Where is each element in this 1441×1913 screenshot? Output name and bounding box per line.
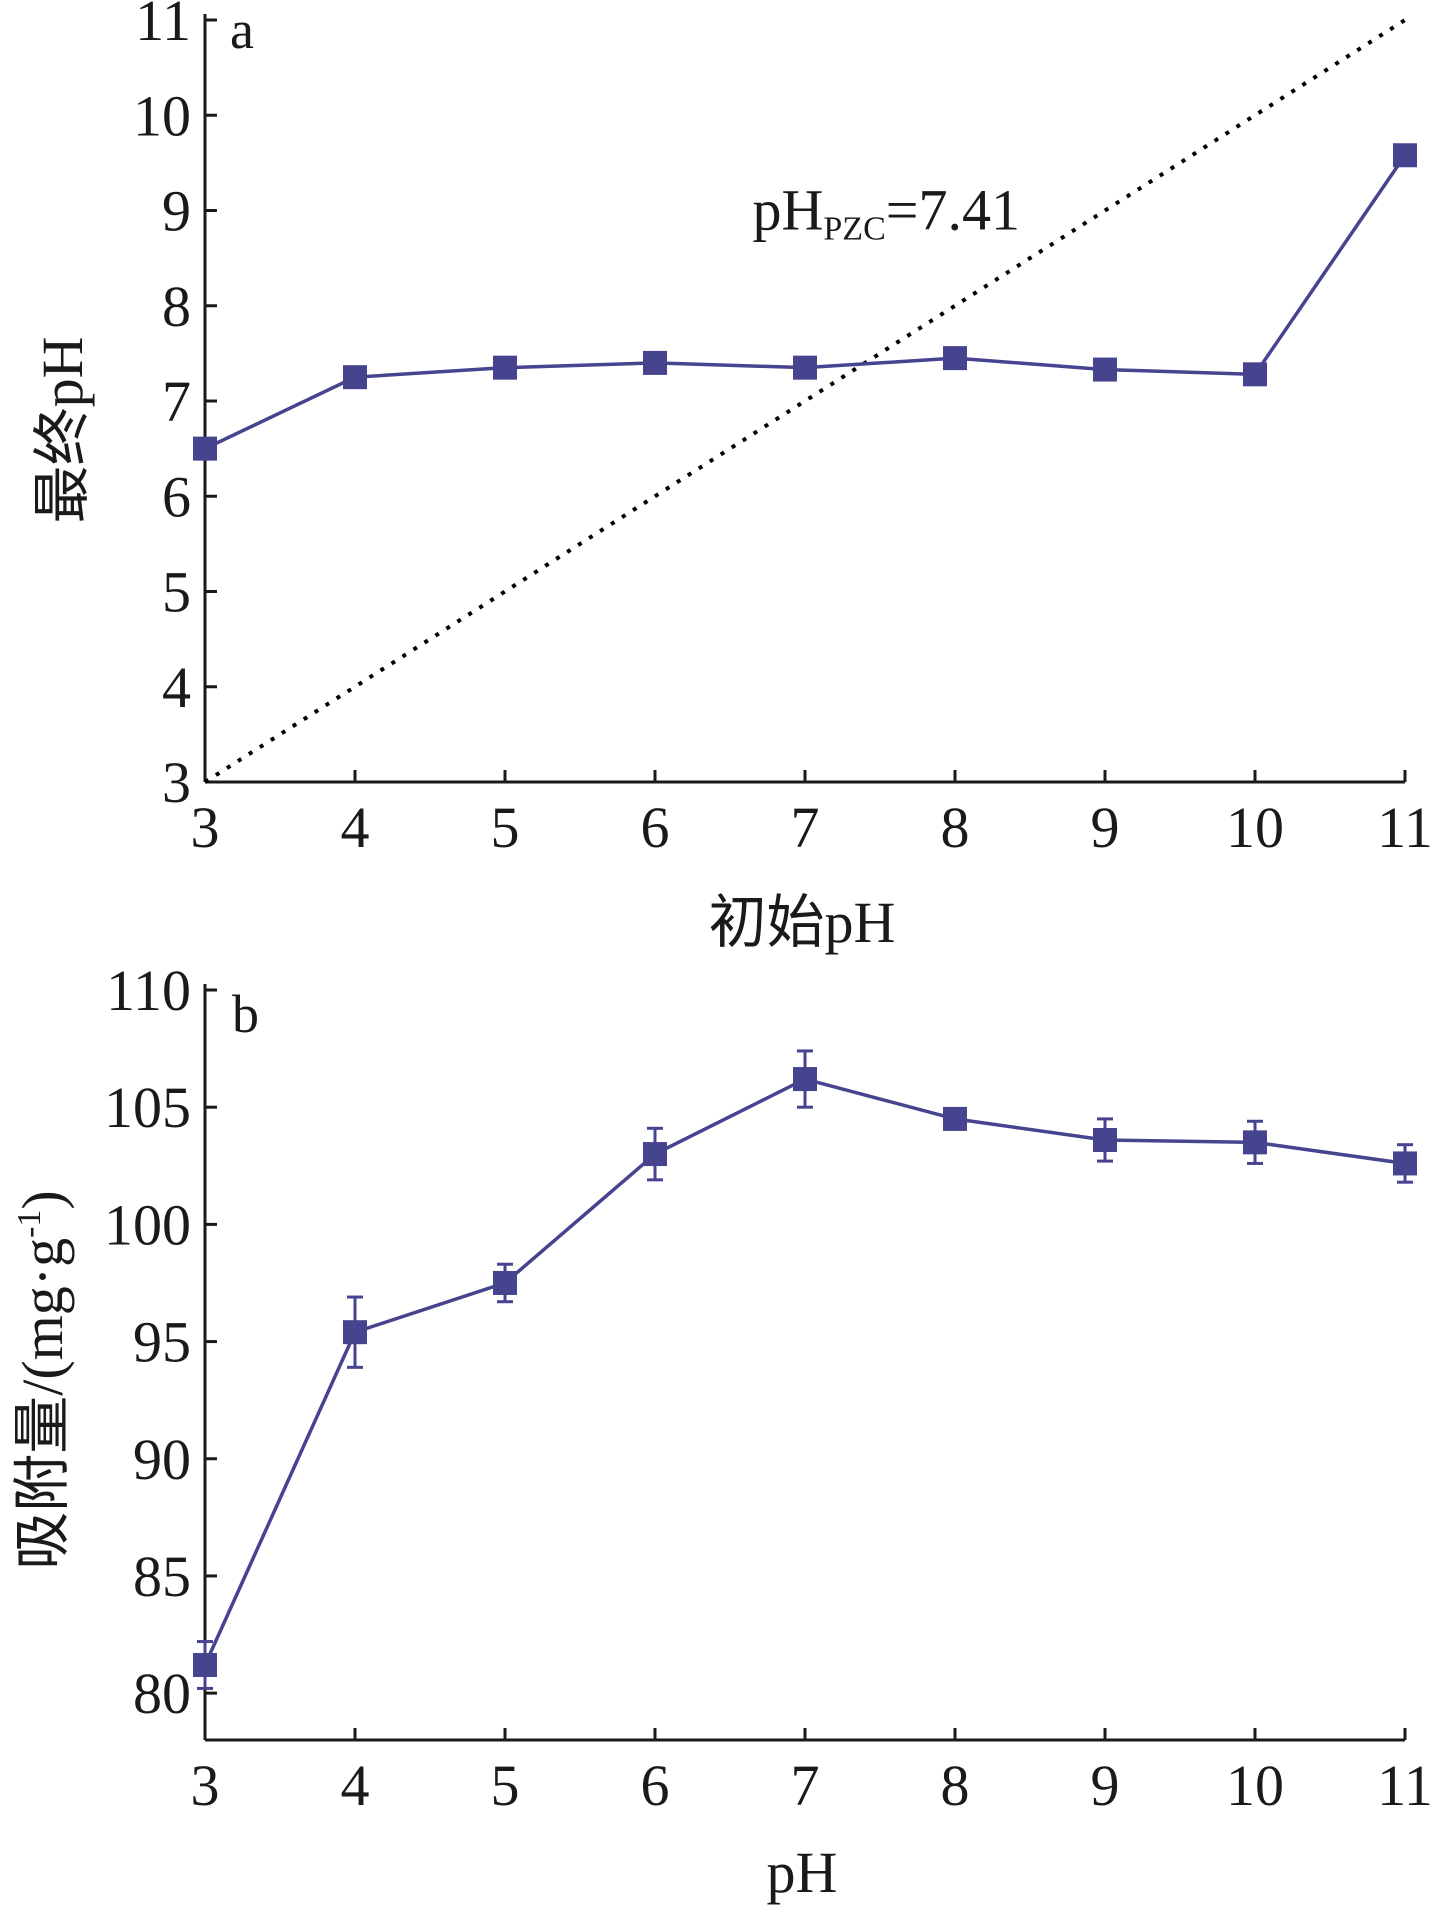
x-tick-label: 9 <box>1091 795 1120 860</box>
panel-b-chart: 3 4 5 6 7 8 9 10 11 80 85 90 95 100 105 110 b pH 吸附量/(m… <box>10 958 1433 1905</box>
panel-a-x-axis-title: 初始pH <box>709 890 896 955</box>
panel-a-label: a <box>230 0 254 60</box>
data-point <box>1243 1130 1267 1155</box>
y-tick-label: 105 <box>104 1075 191 1140</box>
data-point <box>1243 362 1267 387</box>
panel-b-x-axis-title: pH <box>767 1840 838 1905</box>
y-tick-label: 85 <box>133 1544 191 1609</box>
x-tick-label: 8 <box>941 795 970 860</box>
pzc-annotation: pHPZC=7.41 <box>753 178 1020 248</box>
x-tick-label: 7 <box>791 1753 820 1818</box>
panel-a-marks: 3 4 5 6 7 8 9 10 11 3 4 5 6 7 8 9 10 11 <box>133 0 1433 860</box>
y-tick-label: 4 <box>162 655 191 720</box>
data-point <box>193 1653 217 1677</box>
y-tick-label: 90 <box>133 1427 191 1492</box>
y-tick-label: 8 <box>162 274 191 339</box>
x-tick-label: 6 <box>641 795 670 860</box>
data-point <box>1393 143 1417 168</box>
data-point <box>643 1142 667 1167</box>
data-point <box>493 1270 517 1295</box>
x-tick-label: 8 <box>941 1753 970 1818</box>
data-point <box>343 1320 367 1345</box>
y-tick-label: 3 <box>162 750 191 815</box>
panel-b-y-axis-title-tail: ) <box>10 1190 75 1209</box>
reference-line <box>203 18 1407 784</box>
panel-a-y-axis-title: 最终pH <box>30 337 95 524</box>
panel-b-y-axis-title-sup: -1 <box>11 1210 48 1238</box>
y-tick-label: 11 <box>135 0 191 53</box>
x-tick-label: 6 <box>641 1753 670 1818</box>
y-tick-label: 7 <box>162 369 191 434</box>
y-tick-label: 6 <box>162 464 191 529</box>
x-tick-label: 7 <box>791 795 820 860</box>
data-point <box>343 365 367 390</box>
pzc-annotation-sub: PZC <box>823 211 885 248</box>
y-tick-label: 110 <box>106 958 191 1023</box>
panel-b-y-axis-title-main: 吸附量/(mg·g <box>10 1238 75 1570</box>
y-tick-label: 5 <box>162 560 191 625</box>
x-tick-label: 11 <box>1377 795 1433 860</box>
x-tick-label: 11 <box>1377 1753 1433 1818</box>
x-tick-label: 4 <box>341 795 370 860</box>
panel-b-y-axis-title: 吸附量/(mg·g-1) <box>10 1190 75 1570</box>
data-point <box>193 436 217 461</box>
y-tick-label: 100 <box>104 1192 191 1257</box>
panel-b-label: b <box>232 984 259 1044</box>
y-tick-label: 9 <box>162 179 191 244</box>
x-tick-label: 4 <box>341 1753 370 1818</box>
x-tick-label: 5 <box>491 1753 520 1818</box>
y-tick-label: 95 <box>133 1310 191 1375</box>
x-tick-label: 9 <box>1091 1753 1120 1818</box>
x-tick-label: 5 <box>491 795 520 860</box>
data-point <box>943 346 967 371</box>
y-tick-label: 80 <box>133 1661 191 1726</box>
panel-a-chart: 3 4 5 6 7 8 9 10 11 3 4 5 6 7 8 9 10 11 a pHPZC=7.41 初始pH… <box>30 0 1433 955</box>
data-point <box>1093 357 1117 382</box>
x-tick-label: 10 <box>1226 1753 1284 1818</box>
x-tick-label: 10 <box>1226 795 1284 860</box>
data-point <box>493 355 517 380</box>
panel-b-marks: 3 4 5 6 7 8 9 10 11 80 85 90 95 100 105 110 <box>104 958 1433 1818</box>
x-tick-label: 3 <box>191 795 220 860</box>
series-line <box>203 1077 1406 1666</box>
data-point <box>943 1106 967 1131</box>
x-tick-label: 3 <box>191 1753 220 1818</box>
data-point <box>1093 1128 1117 1152</box>
data-point <box>1393 1151 1417 1176</box>
data-point <box>643 350 667 375</box>
y-tick-label: 10 <box>133 83 191 148</box>
pzc-annotation-main: pH <box>753 178 824 243</box>
data-point <box>793 355 817 380</box>
data-point <box>793 1067 817 1092</box>
pzc-annotation-tail: =7.41 <box>886 178 1020 243</box>
